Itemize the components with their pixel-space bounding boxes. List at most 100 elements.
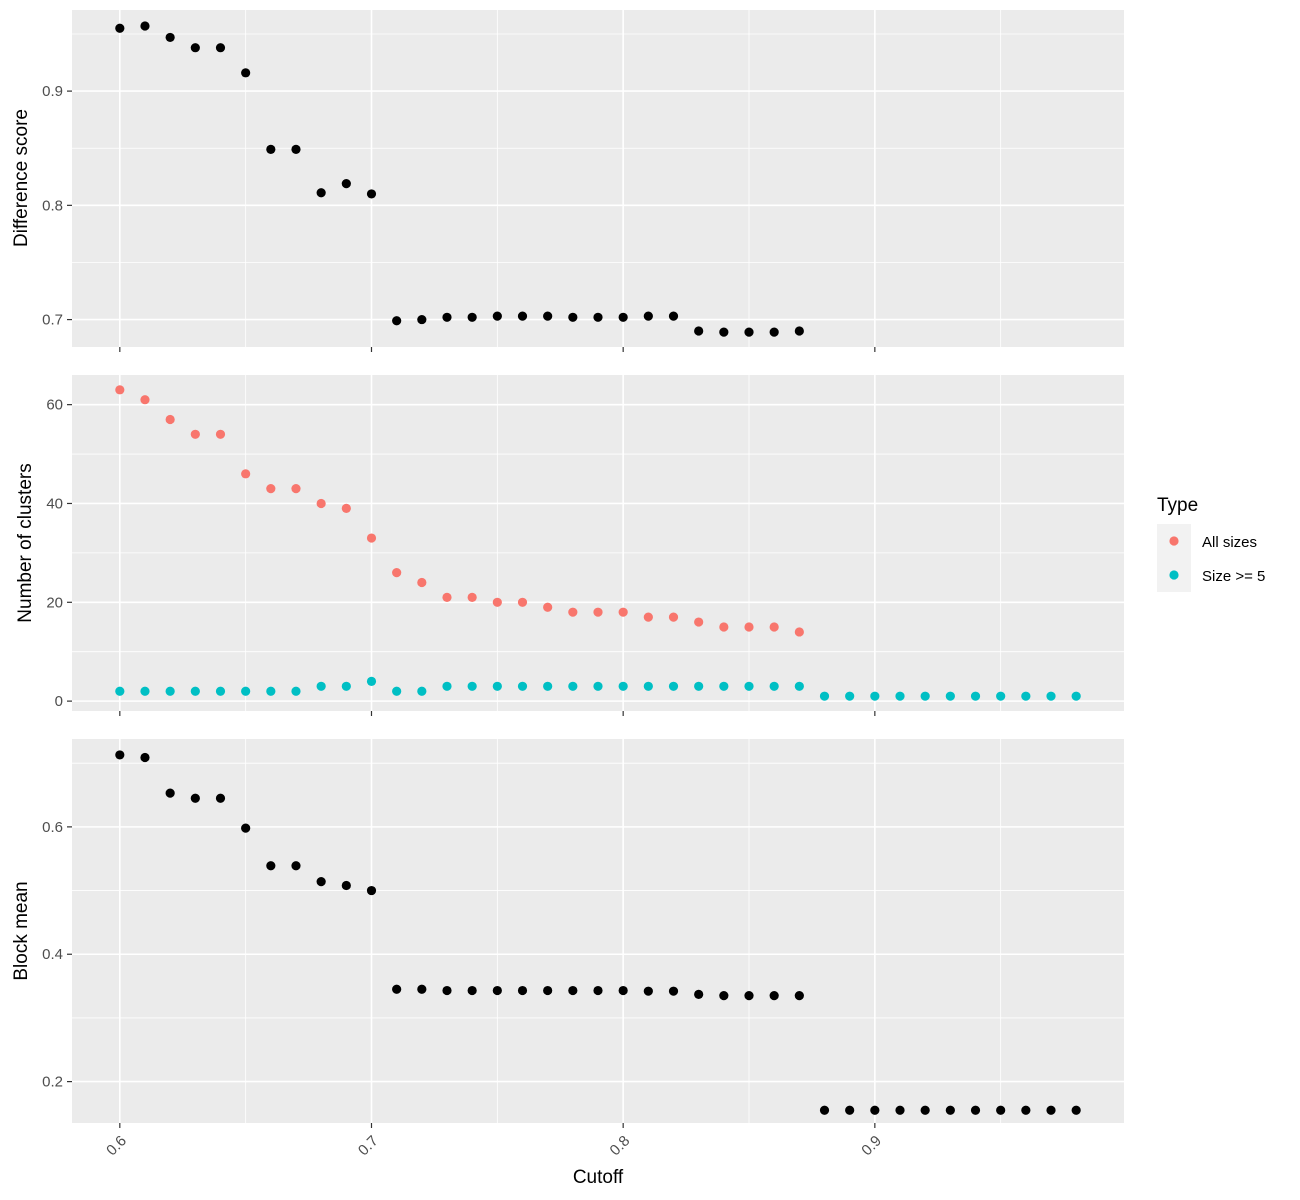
point-difference-s0-9: [341, 179, 351, 189]
point-block-s0-9: [341, 880, 351, 891]
point-clusters-s0-22: [668, 612, 679, 622]
points-layer: [115, 21, 1081, 1115]
point-block-s0-8: [316, 877, 326, 887]
point-clusters-s0-17: [543, 602, 553, 612]
point-block-s0-16: [517, 985, 528, 996]
legend-label-all-sizes: All sizes: [1202, 534, 1257, 551]
point-clusters-s0-2: [165, 414, 175, 425]
point-clusters-s1-6: [266, 686, 276, 696]
point-difference-s0-1: [140, 21, 150, 31]
point-clusters-s0-11: [392, 568, 402, 578]
point-difference-s0-7: [291, 144, 301, 154]
y-tick-label-block-2: 0.6: [42, 819, 63, 836]
point-clusters-s1-12: [417, 686, 427, 696]
point-block-s0-2: [165, 788, 175, 798]
point-clusters-s0-0: [115, 385, 125, 395]
point-clusters-s1-27: [794, 681, 804, 691]
point-clusters-s1-16: [517, 681, 528, 691]
y-tick-label-clusters-1: 20: [46, 594, 63, 611]
point-difference-s0-25: [744, 327, 754, 337]
x-axis-title: Cutoff: [573, 1167, 624, 1188]
point-block-s0-34: [970, 1105, 981, 1115]
point-difference-s0-12: [417, 314, 427, 325]
point-difference-s0-2: [165, 32, 175, 43]
point-block-s0-31: [895, 1105, 905, 1115]
y-tick-label-difference-2: 0.9: [42, 83, 63, 100]
panel-block-background: [72, 739, 1124, 1123]
point-difference-s0-10: [366, 189, 377, 199]
point-clusters-s0-1: [140, 395, 150, 405]
point-clusters-s1-35: [996, 691, 1006, 701]
point-block-s0-7: [291, 861, 301, 871]
point-clusters-s0-13: [442, 592, 452, 602]
point-difference-s0-11: [392, 316, 402, 326]
y-tick-label-difference-1: 0.8: [42, 197, 63, 214]
point-difference-s0-8: [316, 188, 326, 198]
point-clusters-s1-3: [190, 686, 200, 696]
point-clusters-s0-3: [190, 429, 200, 439]
point-difference-s0-17: [543, 311, 553, 321]
point-clusters-s0-25: [744, 622, 754, 632]
point-block-s0-26: [769, 991, 779, 1001]
point-block-s0-30: [870, 1105, 880, 1115]
y-tick-label-difference-0: 0.7: [42, 312, 63, 329]
point-clusters-s1-28: [819, 691, 830, 701]
point-clusters-s1-32: [920, 691, 930, 701]
point-block-s0-37: [1046, 1105, 1056, 1115]
point-clusters-s1-10: [366, 676, 377, 686]
point-clusters-s0-12: [417, 577, 427, 588]
point-block-s0-36: [1021, 1105, 1031, 1115]
point-clusters-s1-9: [341, 681, 351, 691]
point-block-s0-21: [643, 986, 653, 996]
point-clusters-s0-6: [266, 484, 276, 494]
point-clusters-s1-4: [215, 686, 226, 696]
point-clusters-s0-7: [291, 484, 301, 494]
point-difference-s0-19: [593, 312, 603, 322]
point-clusters-s1-5: [241, 686, 251, 696]
point-clusters-s0-8: [316, 498, 326, 509]
point-clusters-s1-24: [719, 681, 729, 691]
point-block-s0-24: [719, 991, 729, 1001]
point-clusters-s0-4: [215, 429, 226, 439]
point-difference-s0-26: [769, 327, 779, 337]
point-clusters-s0-24: [719, 622, 729, 632]
point-block-s0-6: [266, 861, 276, 871]
point-clusters-s0-23: [694, 617, 704, 627]
point-block-s0-0: [115, 750, 125, 760]
point-block-s0-10: [366, 885, 377, 896]
legend-marker-all-sizes: [1169, 536, 1179, 546]
y-axis-title-difference: Difference score: [11, 109, 32, 247]
point-block-s0-33: [945, 1105, 955, 1115]
point-difference-s0-21: [643, 311, 653, 321]
y-tick-label-block-1: 0.4: [42, 946, 63, 963]
point-clusters-s0-27: [794, 627, 804, 637]
point-block-s0-29: [845, 1105, 855, 1115]
y-axis-title-clusters: Number of clusters: [15, 463, 36, 622]
point-difference-s0-0: [115, 23, 125, 33]
y-tick-label-block-0: 0.2: [42, 1074, 63, 1091]
point-clusters-s1-18: [568, 681, 578, 691]
point-block-s0-5: [241, 823, 251, 833]
point-difference-s0-15: [492, 311, 502, 321]
point-clusters-s1-37: [1046, 691, 1056, 701]
point-clusters-s0-5: [241, 469, 251, 479]
point-clusters-s1-11: [392, 686, 402, 696]
point-clusters-s0-10: [366, 533, 377, 543]
point-difference-s0-24: [719, 327, 729, 337]
point-block-s0-1: [140, 752, 150, 763]
point-block-s0-35: [996, 1105, 1006, 1115]
x-tick-label-2: 0.8: [607, 1132, 634, 1159]
point-clusters-s1-2: [165, 686, 175, 696]
point-clusters-s0-21: [643, 612, 653, 622]
point-difference-s0-22: [668, 311, 679, 321]
point-block-s0-17: [543, 985, 553, 996]
legend: Type All sizes Size >= 5: [1157, 495, 1265, 592]
point-block-s0-13: [442, 985, 452, 996]
point-clusters-s1-30: [870, 691, 880, 701]
point-block-s0-19: [593, 985, 603, 996]
legend-title: Type: [1157, 495, 1198, 516]
point-difference-s0-14: [467, 312, 477, 322]
y-tick-label-clusters-0: 0: [55, 693, 63, 710]
grid-layer: [72, 10, 1124, 1123]
point-clusters-s0-20: [618, 607, 628, 617]
